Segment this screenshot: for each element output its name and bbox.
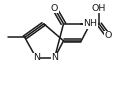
Text: OH: OH (92, 4, 106, 13)
Text: N: N (51, 53, 58, 62)
Text: N: N (33, 53, 40, 62)
Text: NH: NH (83, 19, 97, 28)
Text: O: O (104, 31, 112, 40)
Text: O: O (51, 4, 58, 13)
